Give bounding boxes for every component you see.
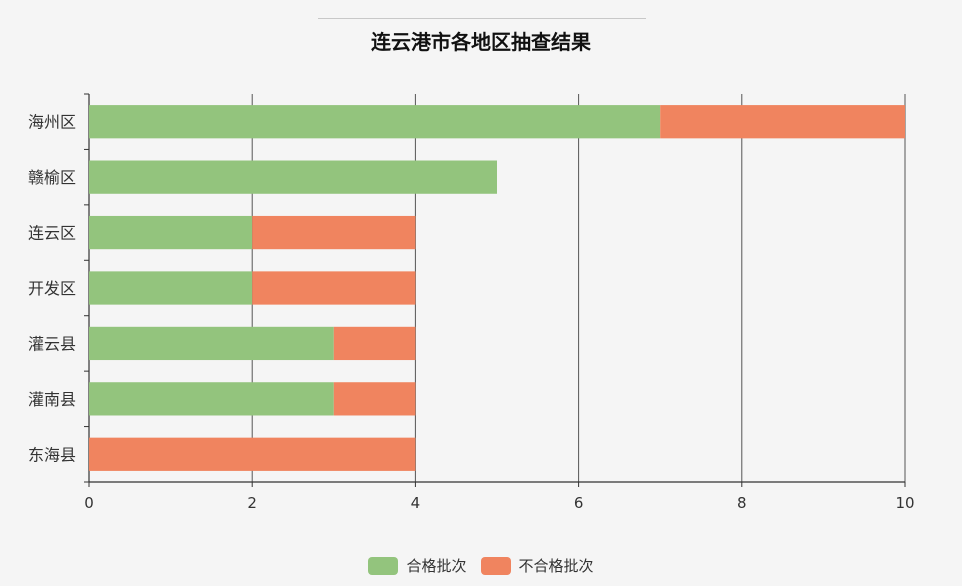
bar-failed <box>660 105 905 139</box>
x-tick-label: 2 <box>247 494 257 512</box>
bar-failed <box>252 271 416 305</box>
title-divider <box>318 18 646 19</box>
x-tick-label: 8 <box>737 494 747 512</box>
y-tick-label: 开发区 <box>28 279 76 298</box>
bar-failed <box>333 326 416 361</box>
bar-passed <box>89 105 661 139</box>
legend-label-failed: 不合格批次 <box>518 557 594 575</box>
legend-swatch-failed <box>480 556 511 575</box>
bar-failed <box>89 437 416 471</box>
bar-passed <box>89 382 334 416</box>
bar-passed <box>89 160 497 194</box>
bar-passed <box>89 271 253 305</box>
bar-passed <box>89 326 334 361</box>
bar-failed <box>333 382 416 416</box>
bar-failed <box>252 215 416 250</box>
y-tick-label: 赣榆区 <box>28 168 76 187</box>
legend: 合格批次 不合格批次 <box>0 555 962 576</box>
x-tick-label: 6 <box>574 494 584 512</box>
legend-label-passed: 合格批次 <box>406 557 467 575</box>
y-tick-label: 灌南县 <box>28 390 76 409</box>
y-tick-label: 东海县 <box>28 445 76 464</box>
y-tick-label: 连云区 <box>28 224 76 243</box>
legend-item-passed[interactable]: 合格批次 <box>368 555 467 576</box>
y-tick-label: 海州区 <box>28 113 76 132</box>
x-tick-label: 10 <box>895 494 914 512</box>
legend-item-failed[interactable]: 不合格批次 <box>480 555 594 576</box>
x-tick-label: 0 <box>84 494 94 512</box>
bar-passed <box>89 215 253 250</box>
y-tick-label: 灌云县 <box>28 334 76 353</box>
chart-title: 连云港市各地区抽查结果 <box>371 30 591 54</box>
x-tick-label: 4 <box>411 494 421 512</box>
legend-swatch-passed <box>368 556 399 575</box>
